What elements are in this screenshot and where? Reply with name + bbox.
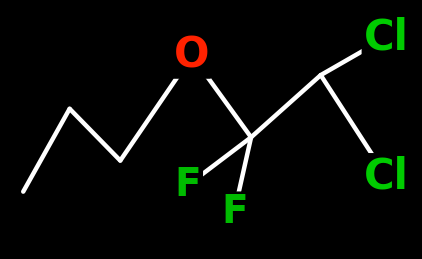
Text: F: F (174, 166, 201, 204)
Text: Cl: Cl (364, 17, 408, 59)
Text: F: F (221, 193, 248, 231)
Text: O: O (174, 35, 210, 77)
Text: Cl: Cl (364, 155, 408, 197)
